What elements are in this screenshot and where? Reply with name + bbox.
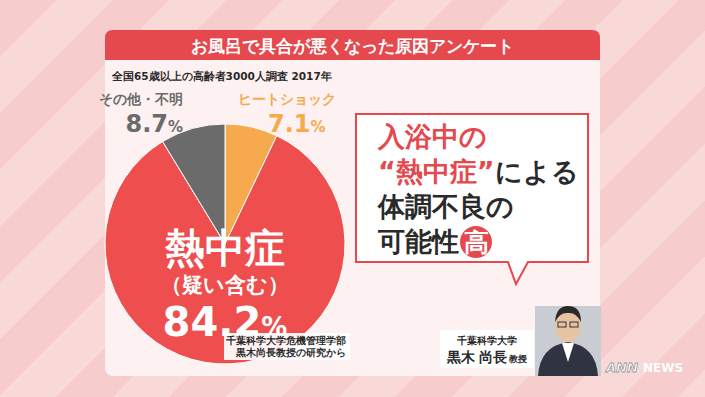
glasses	[570, 322, 578, 327]
value-label: 8.7%	[125, 110, 183, 138]
title-role: 教授	[508, 354, 527, 364]
highlight-circle	[460, 226, 492, 258]
slice-label: その他・不明	[99, 91, 183, 107]
panel	[105, 30, 600, 376]
chart: お風呂で具合が悪くなった原因アンケート全国65歳以上の高齢者3000人調査 20…	[0, 0, 705, 397]
text-span: 7.1	[268, 110, 311, 138]
callout-box	[356, 114, 588, 284]
text-span: 熱中症	[164, 225, 285, 271]
text-span: %	[168, 118, 183, 136]
callout-text: 可能性	[377, 226, 459, 257]
title-bar	[105, 30, 600, 60]
text-span: %	[311, 118, 326, 136]
callout-segment: “熱中症”	[378, 156, 495, 187]
pie	[105, 124, 345, 364]
callout-text: 入浴中の	[377, 121, 487, 152]
slice-label: 熱中症（疑い含む）	[161, 225, 289, 297]
shirt	[562, 343, 574, 362]
person-photo	[535, 306, 601, 376]
callout-segment: 体調不良の	[377, 191, 514, 222]
person-affiliation: 千葉科学大学	[456, 335, 517, 346]
glasses	[558, 322, 566, 327]
callout-highlight: 高	[464, 228, 489, 257]
subtitle: 全国65歳以上の高齢者3000人調査 2017年	[111, 70, 332, 83]
slice-label: ヒートショック	[238, 91, 336, 107]
callout-text: 体調不良の	[377, 191, 514, 222]
person-name: 黒木 尚長教授	[446, 349, 528, 365]
source: 黒木尚長教授の研究から	[235, 347, 346, 358]
callout-text: “熱中症”による	[378, 156, 579, 187]
pie-labels: ヒートショック7.1%熱中症（疑い含む）84.2%その他・不明8.7%	[99, 91, 336, 345]
name: 黒木 尚長	[446, 349, 508, 365]
value-label: 7.1%	[268, 110, 326, 138]
source-box	[224, 333, 350, 360]
title: お風呂で具合が悪くなった原因アンケート	[191, 36, 514, 56]
photo-bg	[535, 306, 601, 376]
hair	[555, 306, 581, 322]
logo: ANN	[605, 360, 638, 375]
suit	[538, 342, 598, 376]
callout-segment: による	[495, 156, 579, 187]
logo: NEWS	[643, 361, 683, 375]
caption-box	[440, 330, 534, 368]
text-span: 8.7	[125, 110, 168, 138]
source: 千葉科学大学危機管理学部	[225, 335, 346, 346]
callout-segment: 入浴中の	[377, 121, 487, 152]
text-span: （疑い含む）	[161, 273, 289, 297]
